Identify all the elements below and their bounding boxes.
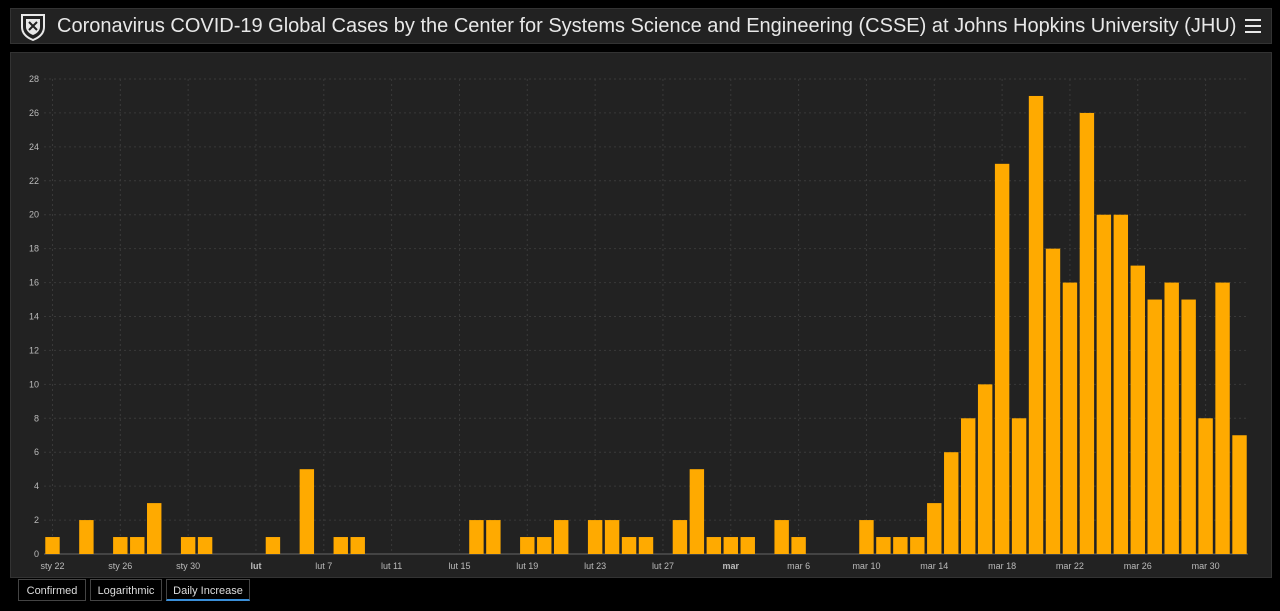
y-tick-label: 0 bbox=[34, 549, 39, 559]
x-tick-label: mar 10 bbox=[852, 561, 880, 571]
bar bbox=[1130, 265, 1145, 554]
bar bbox=[197, 537, 213, 554]
y-tick-label: 2 bbox=[34, 515, 39, 525]
bar bbox=[706, 537, 722, 554]
tab-confirmed[interactable]: Confirmed bbox=[18, 579, 86, 601]
bar bbox=[180, 537, 196, 554]
bar bbox=[977, 384, 993, 554]
bar bbox=[45, 537, 60, 554]
hamburger-menu-icon[interactable] bbox=[1243, 15, 1265, 37]
bar bbox=[1045, 248, 1061, 554]
chart-panel: 0 2 4 6 8 10 12 14 16 18 20 22 24 26 28 sty 22 sty 26 sty… bbox=[10, 52, 1272, 578]
x-tick-label: sty 22 bbox=[40, 561, 64, 571]
bar bbox=[333, 537, 348, 554]
y-tick-label: 22 bbox=[29, 176, 39, 186]
bar bbox=[1062, 282, 1078, 554]
bar bbox=[537, 537, 552, 554]
bar bbox=[486, 520, 501, 554]
bar bbox=[113, 537, 128, 554]
bar bbox=[859, 520, 874, 554]
bar bbox=[79, 520, 94, 554]
bar bbox=[147, 503, 162, 554]
bar bbox=[774, 520, 789, 554]
bar bbox=[1028, 95, 1044, 554]
jhu-shield-logo bbox=[21, 14, 45, 41]
y-tick-label: 12 bbox=[29, 345, 39, 355]
bar bbox=[893, 537, 908, 554]
x-tick-label: mar 18 bbox=[988, 561, 1016, 571]
bar bbox=[1198, 418, 1213, 554]
y-tick-label: 24 bbox=[29, 142, 39, 152]
bar bbox=[723, 537, 738, 554]
bar bbox=[1096, 214, 1112, 554]
bar bbox=[554, 520, 569, 554]
app-header: Coronavirus COVID-19 Global Cases by the… bbox=[10, 8, 1272, 44]
bar bbox=[520, 537, 535, 554]
y-tick-label: 26 bbox=[29, 108, 39, 118]
y-tick-label: 4 bbox=[34, 481, 39, 491]
x-tick-label: lut 27 bbox=[652, 561, 674, 571]
tab-daily-increase[interactable]: Daily Increase bbox=[166, 579, 250, 601]
bar bbox=[1147, 299, 1162, 554]
y-tick-label: 20 bbox=[29, 210, 39, 220]
y-tick-label: 6 bbox=[34, 447, 39, 457]
x-tick-label: mar bbox=[723, 561, 740, 571]
y-tick-label: 10 bbox=[29, 379, 39, 389]
x-tick-label: lut bbox=[250, 561, 261, 571]
page-title: Coronavirus COVID-19 Global Cases by the… bbox=[57, 15, 1237, 37]
bar bbox=[130, 537, 145, 554]
bar bbox=[672, 520, 688, 554]
bar bbox=[876, 537, 891, 554]
bar bbox=[791, 537, 806, 554]
bar bbox=[689, 469, 705, 554]
bar bbox=[469, 520, 484, 554]
y-tick-label: 14 bbox=[29, 312, 39, 322]
x-tick-label: sty 30 bbox=[176, 561, 200, 571]
bar bbox=[299, 469, 315, 554]
bar bbox=[350, 537, 365, 554]
bar bbox=[265, 537, 281, 554]
x-tick-label: lut 11 bbox=[381, 561, 402, 571]
y-tick-label: 18 bbox=[29, 244, 39, 254]
bar bbox=[1011, 418, 1027, 554]
y-tick-label: 16 bbox=[29, 278, 39, 288]
x-tick-label: lut 7 bbox=[315, 561, 332, 571]
bar bbox=[1215, 282, 1230, 554]
x-tick-label: lut 23 bbox=[584, 561, 606, 571]
x-tick-label: mar 26 bbox=[1124, 561, 1152, 571]
bar bbox=[994, 163, 1010, 555]
bar bbox=[1113, 214, 1129, 554]
bar bbox=[740, 537, 755, 554]
bar bbox=[1079, 112, 1095, 554]
bar bbox=[1164, 282, 1179, 554]
x-tick-label: lut 15 bbox=[448, 561, 470, 571]
y-tick-label: 28 bbox=[29, 74, 39, 84]
bar bbox=[1232, 435, 1247, 554]
bar bbox=[927, 503, 942, 554]
bar bbox=[960, 418, 976, 554]
tab-logarithmic[interactable]: Logarithmic bbox=[90, 579, 162, 601]
bar bbox=[910, 537, 925, 554]
bar bbox=[1181, 299, 1196, 554]
bar bbox=[621, 537, 637, 554]
x-tick-label: mar 30 bbox=[1192, 561, 1220, 571]
x-tick-label: mar 22 bbox=[1056, 561, 1084, 571]
x-tick-label: lut 19 bbox=[516, 561, 538, 571]
bar bbox=[638, 537, 654, 554]
bar bbox=[587, 520, 603, 554]
x-tick-label: mar 6 bbox=[787, 561, 810, 571]
bar bbox=[604, 520, 620, 554]
bar bbox=[944, 452, 959, 554]
x-tick-label: sty 26 bbox=[108, 561, 132, 571]
x-tick-label: mar 14 bbox=[920, 561, 948, 571]
y-tick-label: 8 bbox=[34, 413, 39, 423]
